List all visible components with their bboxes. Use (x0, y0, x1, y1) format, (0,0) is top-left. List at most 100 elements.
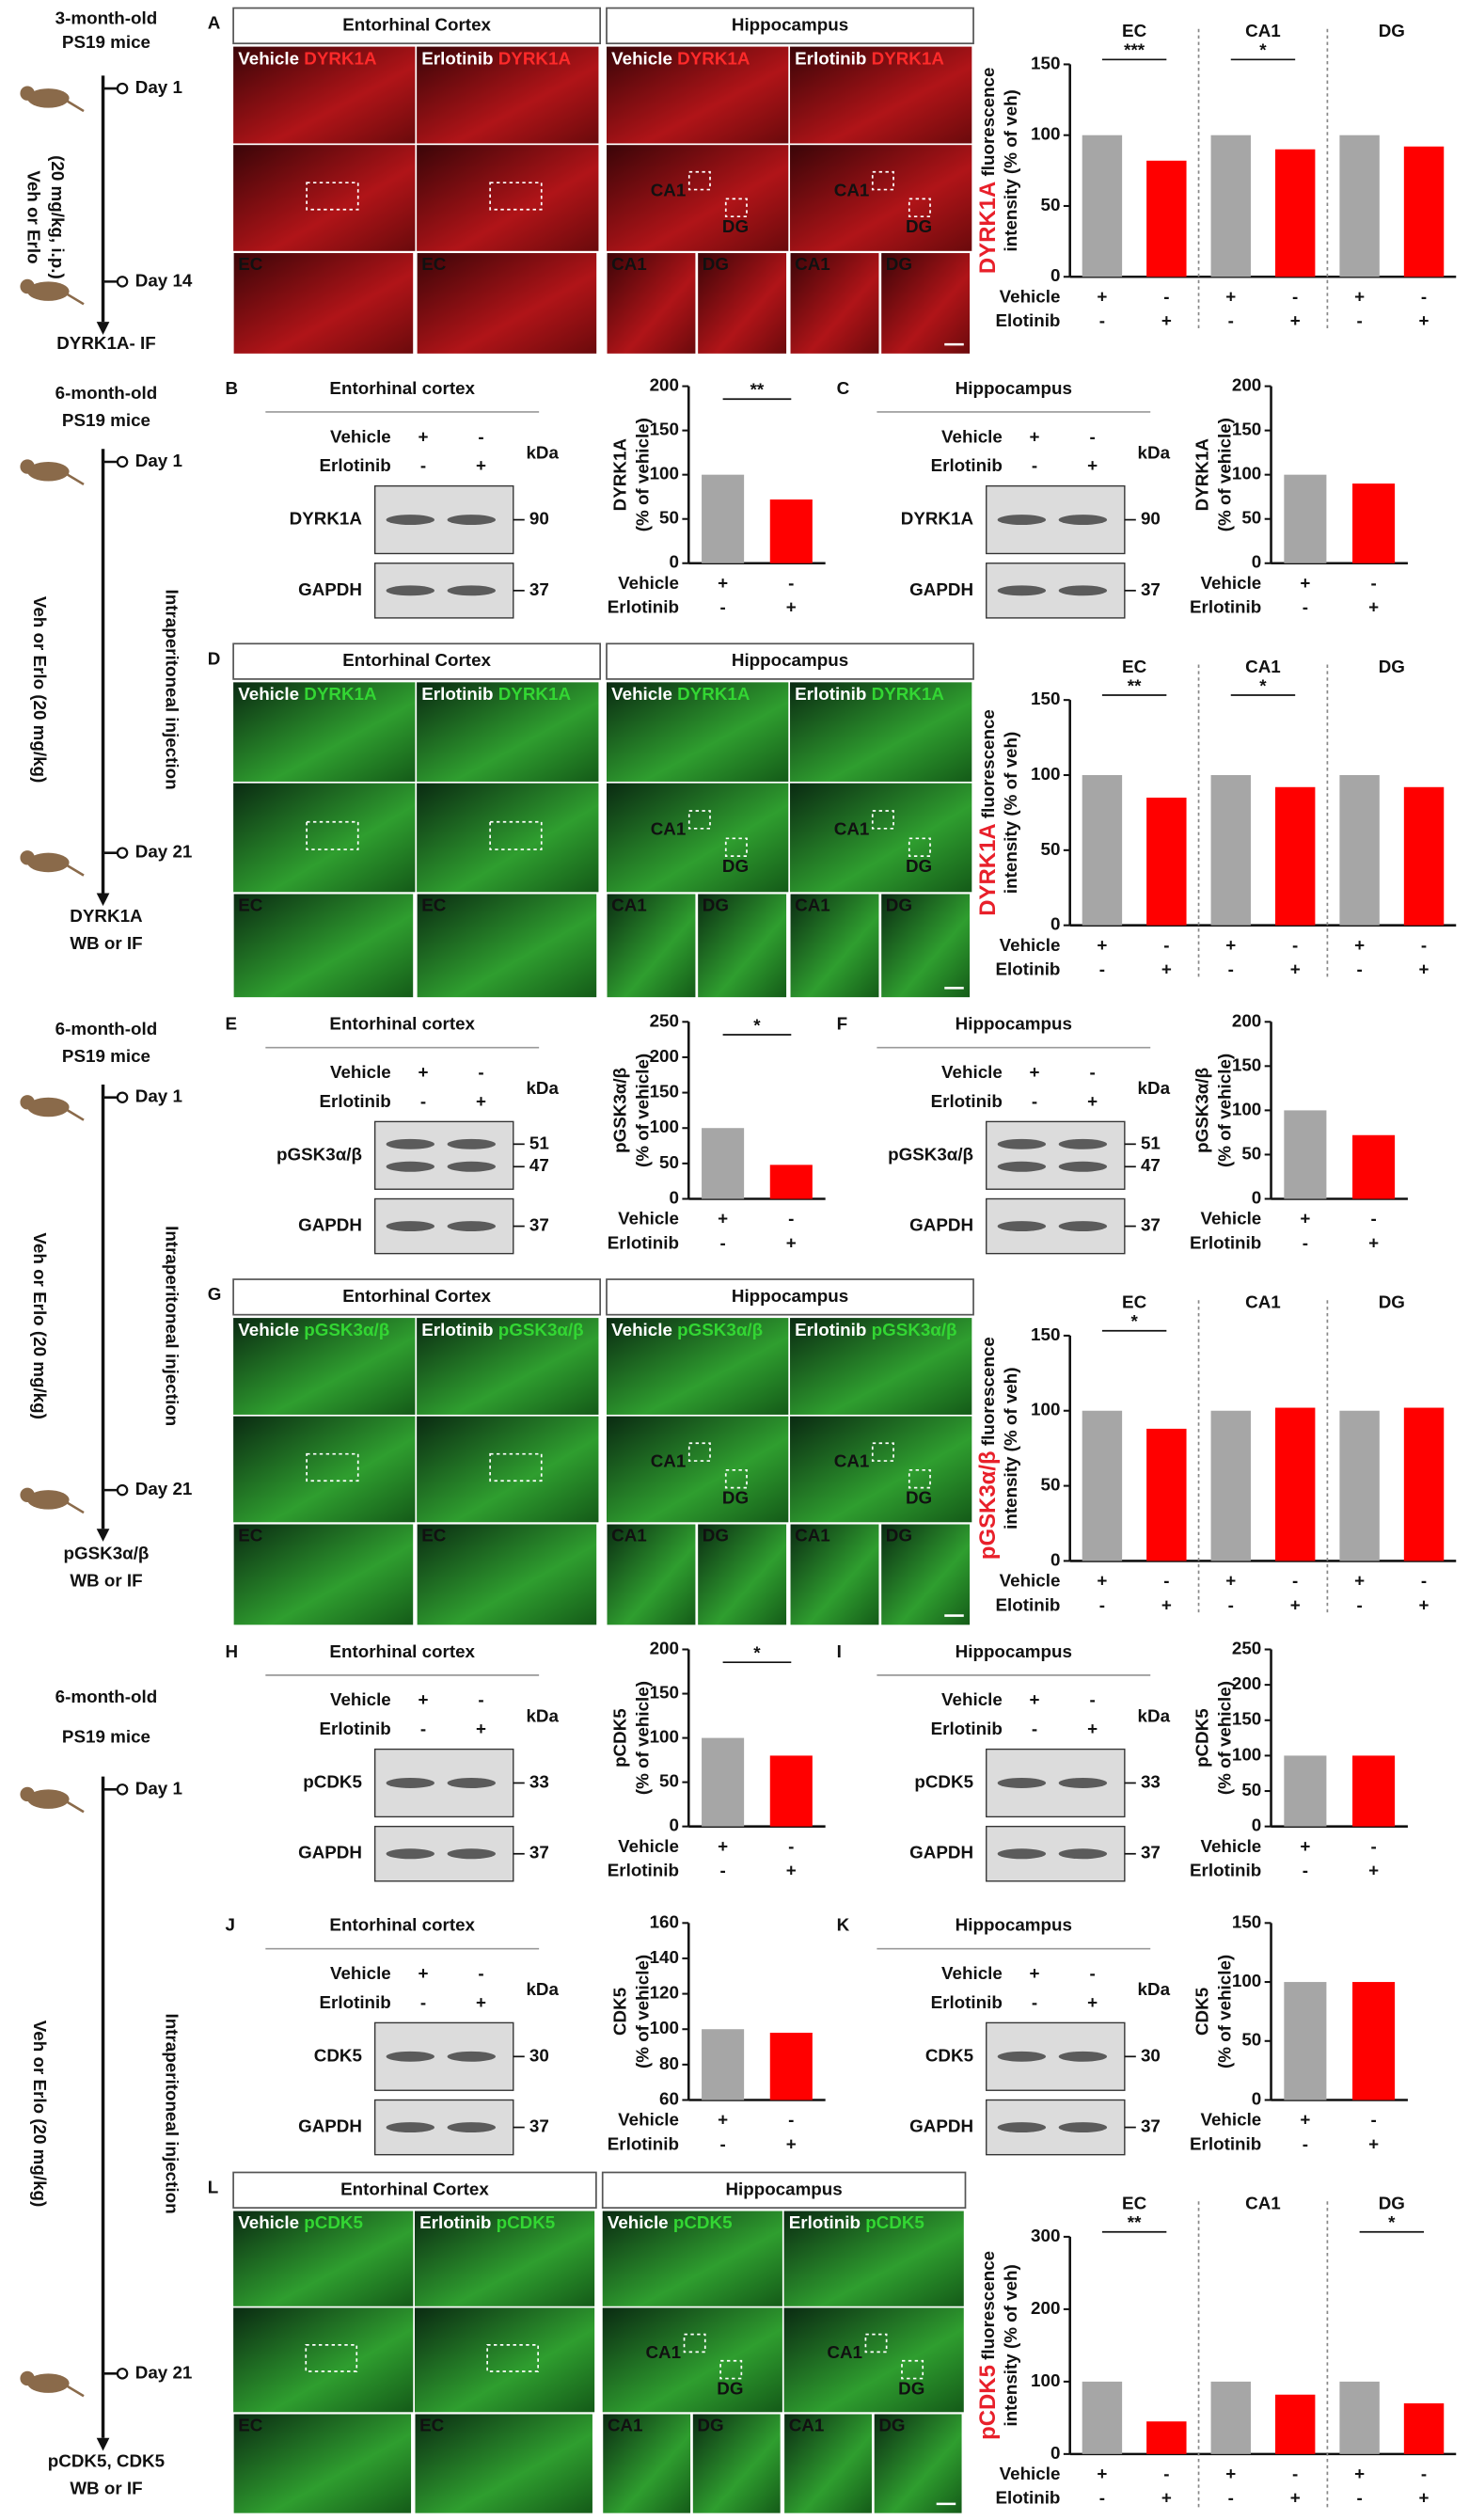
micrograph (790, 46, 972, 144)
panel-letter: D (208, 648, 221, 668)
condition-sign: - (1032, 1992, 1037, 2012)
y-tick-label: 140 (650, 1947, 679, 1967)
condition-sign: - (1032, 455, 1037, 475)
bar (1210, 1410, 1251, 1561)
day-marker (116, 1091, 129, 1103)
roi-label: DG (906, 856, 932, 876)
inset (880, 893, 971, 999)
roi-box (306, 820, 359, 850)
panel-letter: J (226, 1915, 235, 1935)
route: Veh or Erlo (20 mg/kg) (30, 1232, 50, 1418)
stain: pCDK5 (497, 2212, 556, 2232)
inset-label: EC (238, 254, 263, 274)
stain: pCDK5 (673, 2212, 733, 2232)
roi-box (306, 182, 359, 211)
day-label: Day 21 (135, 842, 193, 862)
y-tick-label: 50 (1241, 1143, 1261, 1163)
panel-letter: H (226, 1641, 239, 1661)
condition-sign: + (1300, 573, 1310, 593)
y-tick-label: 50 (659, 1152, 679, 1172)
inset-label: EC (238, 2416, 263, 2435)
y-axis-label-text: pCDK5 (609, 1708, 629, 1767)
bar (1082, 1410, 1123, 1561)
micrograph-label: Erlotinib pCDK5 (419, 2212, 555, 2232)
strain: PS19 mice (62, 410, 150, 430)
roi-label: CA1 (834, 180, 870, 199)
stain: DYRK1A (304, 684, 377, 704)
treatment: Vehicle (238, 48, 299, 68)
stain: pGSK3α/β (677, 1320, 763, 1339)
day-label: Day 1 (135, 1778, 182, 1798)
treatment: Vehicle (611, 48, 672, 68)
region-header (232, 1278, 602, 1316)
micrograph (414, 2307, 595, 2413)
condition-sign: + (1087, 455, 1098, 475)
mouse-icon (67, 1501, 85, 1514)
condition-name: Vehicle (330, 1689, 391, 1709)
band-name: DYRK1A (901, 509, 974, 529)
kda-label: kDa (526, 1979, 559, 1999)
y-tick-label: 160 (650, 1911, 679, 1931)
inset-label: CA1 (795, 895, 830, 915)
condition-sign: - (719, 1861, 725, 1880)
y-tick-label: 200 (1031, 2298, 1060, 2318)
micrograph (602, 2307, 782, 2413)
y-tick-label: 100 (1031, 764, 1060, 784)
band (386, 1778, 434, 1788)
roi-label: CA1 (645, 2342, 681, 2362)
mouse-icon (67, 473, 85, 486)
y-tick-label: 50 (1041, 1475, 1061, 1495)
inset-label: CA1 (611, 895, 647, 915)
condition-sign: + (476, 455, 486, 475)
y-axis-label: pCDK5 fluorescence (975, 2251, 1001, 2440)
roi-label: CA1 (834, 1451, 870, 1471)
band-name: GAPDH (298, 2116, 362, 2136)
condition-sign: + (718, 573, 728, 593)
band (447, 2051, 496, 2062)
micrograph (414, 2211, 595, 2306)
band (1058, 1161, 1108, 1172)
y-tick-label: 100 (1031, 2370, 1060, 2390)
condition-sign: + (476, 1719, 486, 1738)
band (997, 1138, 1047, 1149)
y-axis-label: DYRK1A (609, 438, 629, 512)
band-name: pGSK3α/β (888, 1144, 973, 1164)
y-axis-label: pCDK5 (1193, 1708, 1212, 1767)
y-axis-label-text: pCDK5 (1193, 1708, 1212, 1767)
inset-label: DG (703, 1526, 729, 1545)
condition-name: Vehicle (330, 1963, 391, 1983)
readout: pCDK5, CDK5 (48, 2450, 165, 2470)
y-tick-label: 0 (1252, 1187, 1261, 1207)
y-axis-label-text: fluorescence (978, 2251, 998, 2360)
treatment: Erlotinib (795, 684, 866, 704)
condition-sign: - (1032, 1719, 1037, 1738)
band-name: pGSK3α/β (276, 1144, 362, 1164)
day-marker (116, 1483, 129, 1497)
condition-sign: - (478, 426, 483, 446)
y-axis-label: (% of vehicle) (632, 1054, 652, 1167)
marker-label: 37 (1141, 1843, 1161, 1862)
inset-label: EC (421, 895, 447, 915)
y-axis-label: intensity (% of veh) (1001, 732, 1020, 894)
roi-label: DG (717, 2379, 743, 2399)
condition-sign: - (1356, 2488, 1362, 2508)
y-axis-label-text: fluorescence (978, 68, 998, 177)
region-header (606, 1278, 974, 1316)
readout: pGSK3α/β (63, 1544, 149, 1563)
roi-label: DG (722, 1488, 749, 1508)
roi-label: CA1 (651, 818, 687, 838)
mouse-icon (27, 852, 70, 873)
mouse-icon (20, 1786, 35, 1802)
band (1058, 585, 1108, 596)
bar (769, 1755, 813, 1827)
inset (606, 252, 697, 355)
condition-sign: - (1292, 2464, 1298, 2483)
region-header (606, 642, 974, 680)
y-axis-label: (% of vehicle) (1215, 1054, 1235, 1167)
arrow-head (96, 2437, 110, 2451)
region-title: Entorhinal Cortex (342, 14, 491, 34)
condition-sign: + (418, 426, 428, 446)
panel-letter: K (837, 1915, 850, 1935)
mouse-icon (27, 1097, 70, 1117)
band (386, 2051, 434, 2062)
